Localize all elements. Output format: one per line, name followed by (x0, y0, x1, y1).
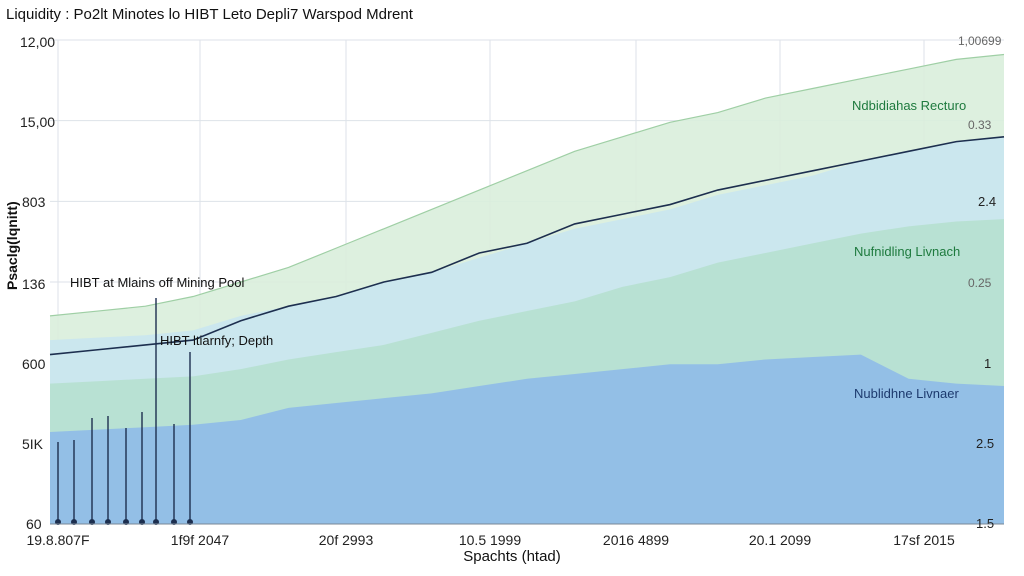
series-label: Nublidhne Livnaer (854, 386, 959, 401)
line-series (49, 136, 1005, 356)
chart-title: Liquidity : Po2lt Minotes lo HIBT Leto D… (6, 6, 413, 23)
x-axis-label: Spachts (htad) (463, 548, 561, 565)
x-tick-label: 20.1 2099 (748, 532, 812, 548)
y-tick-label: 12,00 (20, 34, 56, 50)
x-tick-label: 1f9f 2047 (170, 532, 230, 548)
x-tick-label: 10.5 1999 (458, 532, 522, 548)
area-series-edge (49, 53, 1005, 317)
right-tick-label: 0.33 (968, 118, 992, 132)
y-tick-label: 136 (22, 276, 46, 292)
series-label: Nufnidling Livnach (854, 244, 961, 259)
x-tick-label: 19.8.807F (26, 532, 90, 548)
annotation-label: HIBT at Mlains off Mining Pool (70, 275, 245, 290)
area-series (50, 354, 1004, 524)
right-tick-label: 2.4 (978, 194, 997, 209)
y-axis-label: Psaclg(lqnitt) (4, 201, 20, 290)
right-tick-label: 1.5 (976, 516, 995, 531)
right-tick-label: 1,00699 (958, 34, 1002, 48)
y-tick-label: 5IK (22, 436, 44, 452)
x-tick-label: 2016 4899 (602, 532, 670, 548)
y-tick-label: 600 (22, 356, 46, 372)
y-tick-label: 803 (22, 194, 46, 210)
annotation-label: HIBT ltiarnfy; Depth (160, 333, 274, 348)
x-tick-label: 17sf 2015 (893, 532, 955, 548)
right-tick-label: 0.25 (968, 276, 992, 290)
y-tick-label: 60 (26, 516, 42, 532)
right-tick-label: 2.5 (976, 436, 995, 451)
y-tick-label: 15,00 (20, 114, 56, 130)
x-tick-label: 20f 2993 (318, 532, 374, 548)
right-tick-label: 1 (984, 356, 992, 371)
series-label: Ndbidiahas Recturo (852, 98, 967, 113)
